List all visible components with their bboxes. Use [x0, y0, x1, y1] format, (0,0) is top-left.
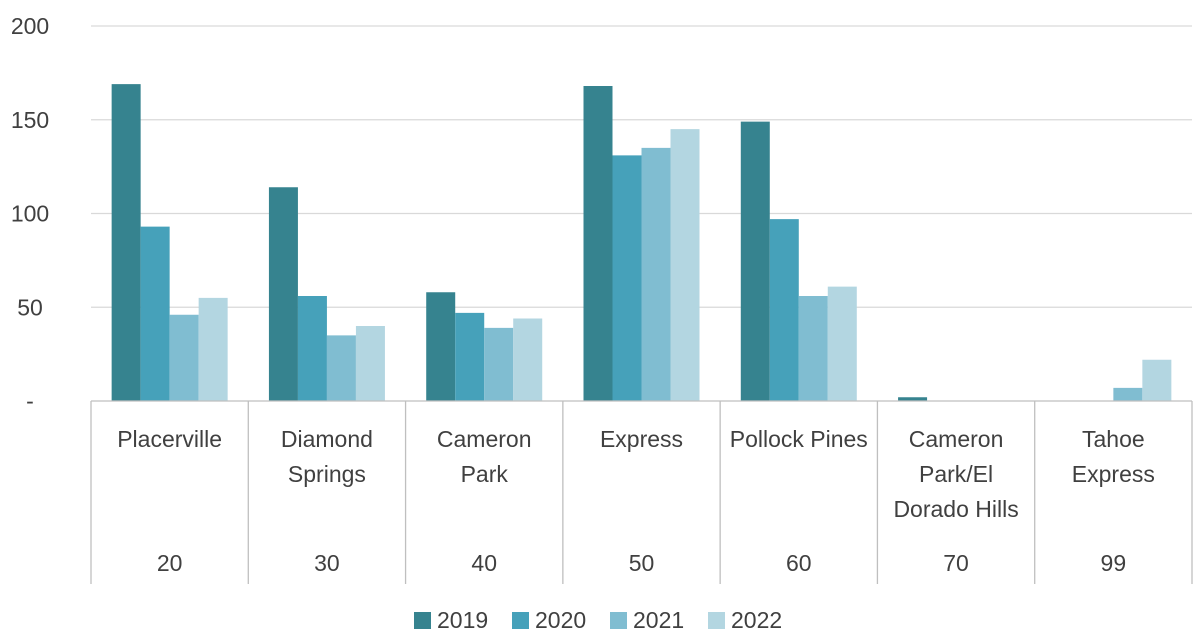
bar-2020 — [612, 155, 642, 401]
category-name-label: Dorado Hills — [893, 496, 1018, 522]
category-code-label: 60 — [786, 550, 812, 576]
bar-2022 — [513, 318, 543, 401]
bar-2020 — [769, 219, 799, 401]
category-name-label: Diamond — [281, 426, 373, 452]
category-name-label: Park — [461, 461, 509, 487]
bar-2022 — [198, 297, 228, 401]
category-code-label: 20 — [157, 550, 183, 576]
y-tick-label: 100 — [11, 201, 49, 227]
legend-label: 2019 — [437, 607, 488, 633]
x-axis — [90, 400, 1193, 584]
y-tick-label: - — [26, 388, 34, 414]
legend-swatch — [414, 612, 431, 629]
bar-2022 — [827, 286, 857, 401]
bar-2019 — [426, 292, 456, 401]
category-name-label: Springs — [288, 461, 366, 487]
bar-2021 — [484, 327, 514, 401]
legend: 2019 2020 2021 2022 — [414, 607, 782, 633]
legend-label: 2022 — [731, 607, 782, 633]
bar-2022 — [355, 326, 385, 401]
bar-2019 — [583, 86, 613, 401]
category-code-label: 30 — [314, 550, 340, 576]
bar-2021 — [326, 335, 356, 401]
category-name-label: Tahoe — [1082, 426, 1145, 452]
legend-label: 2020 — [535, 607, 586, 633]
bar-2022 — [1142, 359, 1172, 401]
bars — [111, 84, 1172, 401]
category-name-label: Express — [1072, 461, 1155, 487]
bar-2022 — [670, 129, 700, 401]
y-tick-label: 50 — [17, 294, 43, 320]
bar-2020 — [297, 296, 327, 401]
category-code-label: 70 — [943, 550, 969, 576]
bar-2019 — [268, 187, 298, 401]
y-axis-tick-labels: - 50 100 150 200 — [11, 13, 49, 414]
category-code-label: 50 — [629, 550, 655, 576]
category-name-label: Cameron — [437, 426, 532, 452]
bar-2021 — [1113, 387, 1143, 401]
category-name-label: Cameron — [909, 426, 1004, 452]
bar-2019 — [740, 121, 770, 401]
category-name-label: Park/El — [919, 461, 993, 487]
legend-swatch — [610, 612, 627, 629]
legend-swatch — [512, 612, 529, 629]
category-name-label: Pollock Pines — [730, 426, 868, 452]
bar-2019 — [898, 397, 928, 401]
category-name-label: Express — [600, 426, 683, 452]
bar-2020 — [455, 312, 485, 401]
bar-2021 — [169, 314, 199, 401]
y-tick-label: 200 — [11, 13, 49, 39]
y-tick-label: 150 — [11, 107, 49, 133]
category-code-label: 99 — [1101, 550, 1127, 576]
bar-2019 — [111, 84, 141, 401]
bar-2021 — [641, 147, 671, 401]
x-axis-category-labels: Placerville 20 Diamond Springs 30 Cameron Park… — [117, 426, 1155, 576]
bar-2021 — [798, 296, 828, 401]
legend-label: 2021 — [633, 607, 684, 633]
bar-2020 — [140, 226, 170, 401]
category-code-label: 40 — [471, 550, 497, 576]
category-name-label: Placerville — [117, 426, 222, 452]
legend-swatch — [708, 612, 725, 629]
